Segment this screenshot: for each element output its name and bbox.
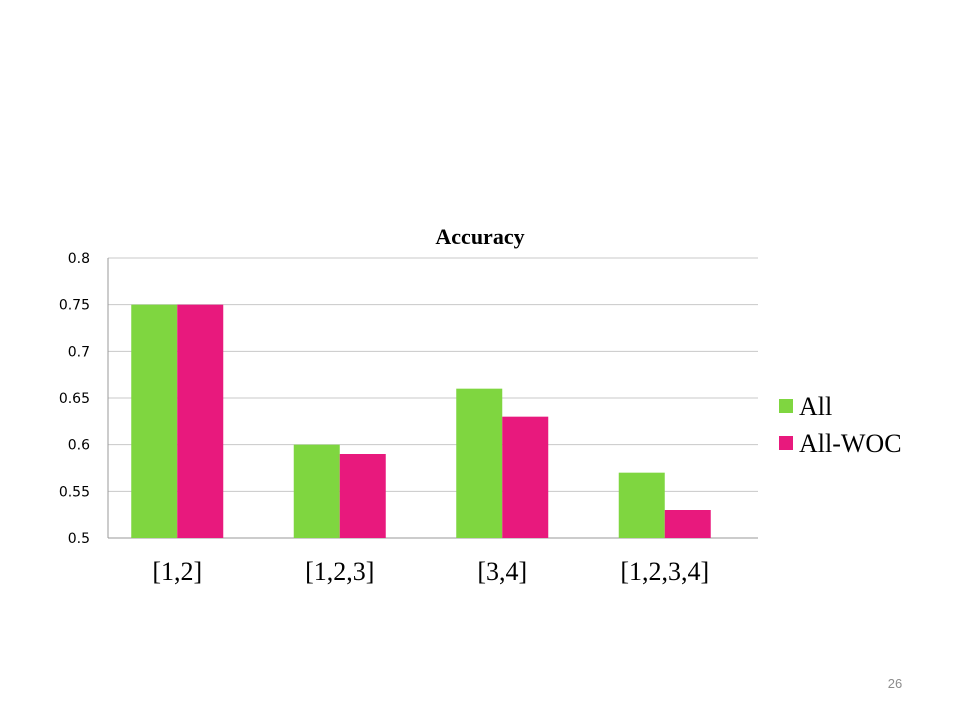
legend-label-all: All bbox=[799, 392, 832, 421]
bar-all-0 bbox=[131, 304, 178, 538]
bar-all-2 bbox=[456, 388, 503, 538]
legend-swatch-all bbox=[779, 399, 793, 413]
y-tick-label: 0.7 bbox=[68, 344, 90, 360]
chart-title: Accuracy bbox=[435, 224, 524, 249]
x-tick-label: [1,2] bbox=[152, 557, 202, 586]
bar-all-woc-1 bbox=[339, 454, 386, 538]
x-tick-label: [3,4] bbox=[477, 557, 527, 586]
y-tick-label: 0.6 bbox=[68, 438, 90, 454]
legend-label-all-woc: All-WOC bbox=[799, 429, 902, 458]
legend-swatch-all-woc bbox=[779, 436, 793, 450]
x-tick-label: [1,2,3] bbox=[305, 557, 374, 586]
y-tick-label: 0.5 bbox=[68, 531, 90, 547]
bar-all-woc-3 bbox=[664, 510, 711, 538]
page-number: 26 bbox=[887, 676, 903, 691]
bar-all-3 bbox=[618, 472, 665, 538]
y-tick-label: 0.75 bbox=[59, 298, 90, 314]
y-tick-label: 0.65 bbox=[59, 391, 90, 407]
y-tick-label: 0.8 bbox=[68, 251, 90, 267]
y-tick-label: 0.55 bbox=[59, 484, 90, 500]
bar-all-1 bbox=[293, 444, 340, 538]
x-tick-label: [1,2,3,4] bbox=[620, 557, 709, 586]
bar-all-woc-0 bbox=[177, 304, 224, 538]
bar-all-woc-2 bbox=[502, 416, 549, 538]
